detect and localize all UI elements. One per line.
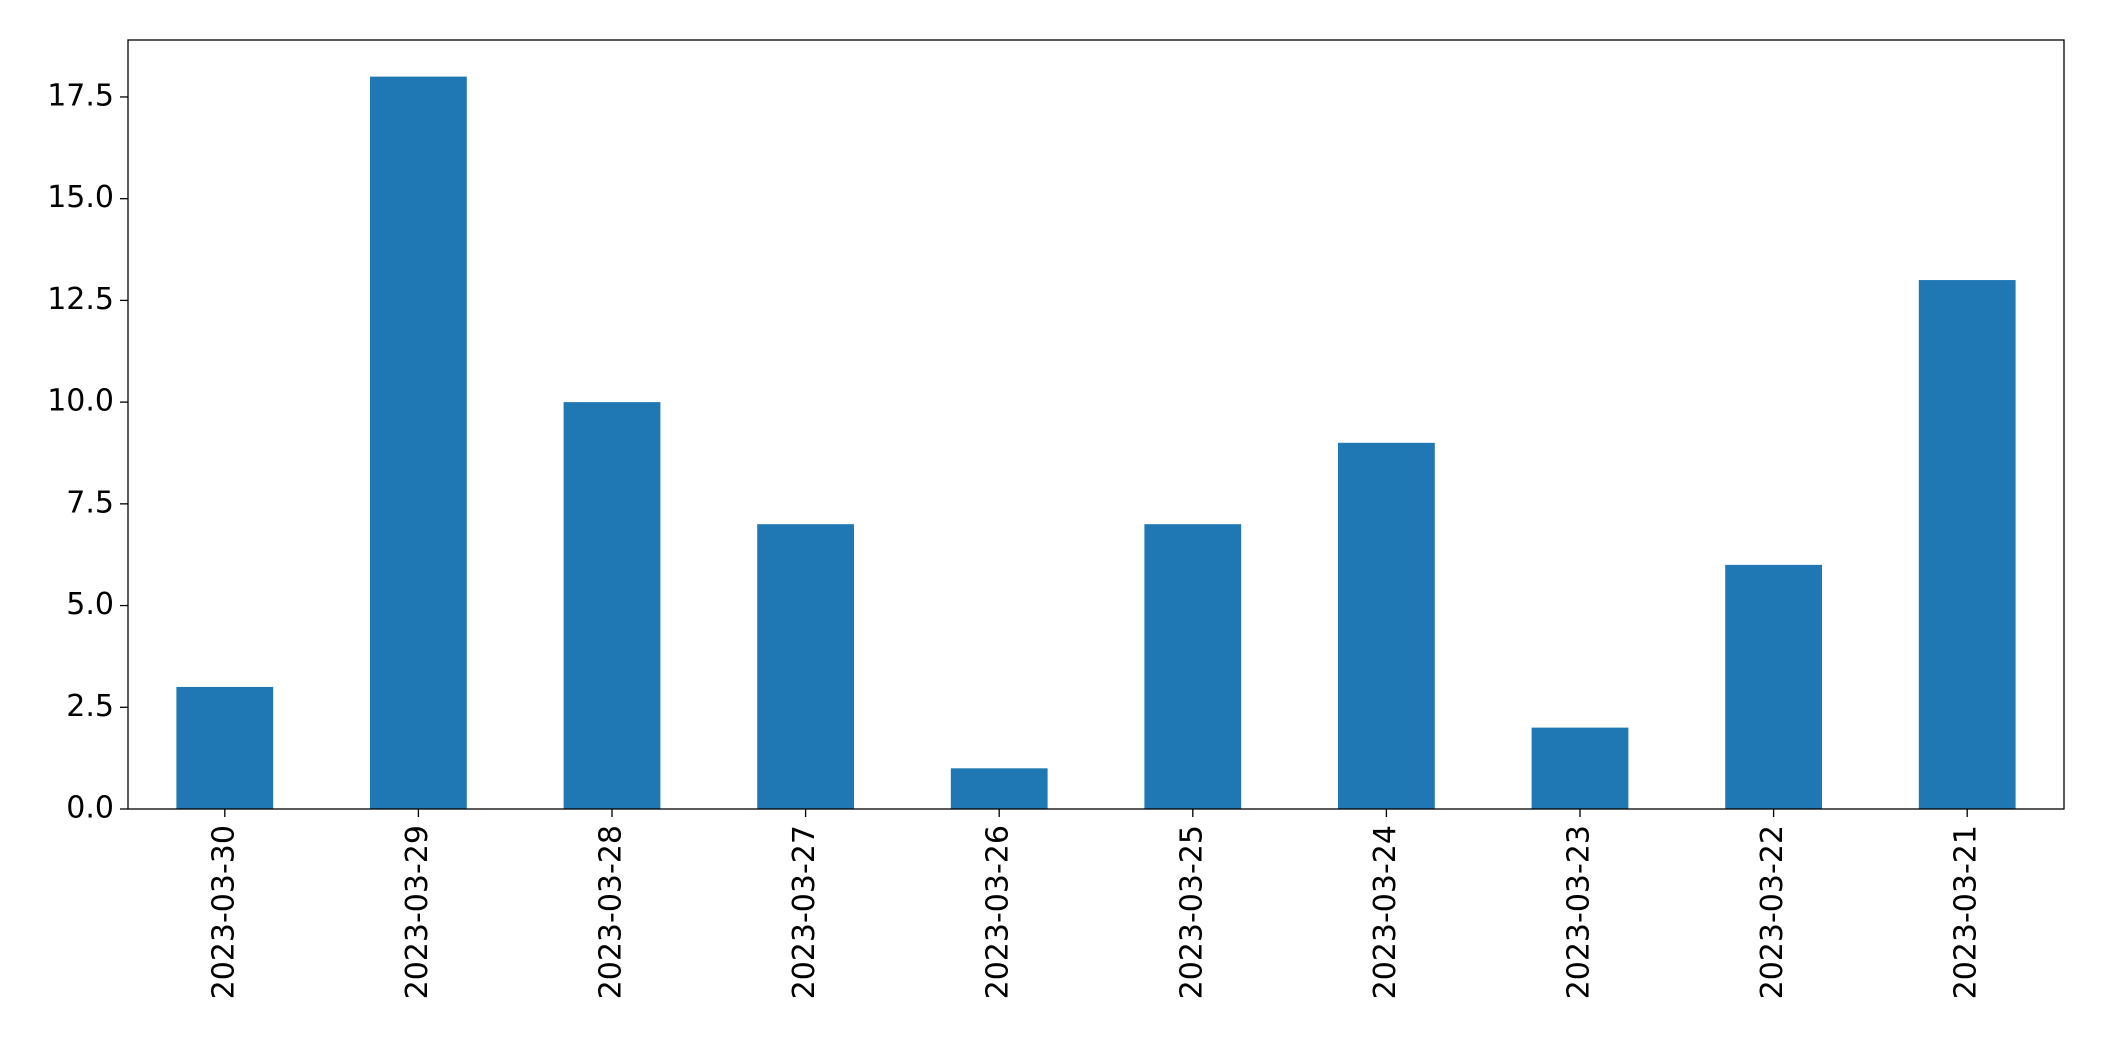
x-tick-label: 2023-03-29 xyxy=(400,825,435,999)
bar xyxy=(1531,727,1629,809)
x-tick-label: 2023-03-25 xyxy=(1174,825,1209,999)
x-tick-label: 2023-03-23 xyxy=(1562,825,1597,999)
x-tick-label: 2023-03-22 xyxy=(1755,825,1790,999)
bar xyxy=(370,76,467,810)
bar xyxy=(757,524,854,809)
bar xyxy=(176,686,274,809)
y-tick-label: 12.5 xyxy=(47,282,114,317)
bar xyxy=(563,402,661,809)
y-tick-label: 7.5 xyxy=(66,485,114,520)
y-tick-label: 0.0 xyxy=(66,791,114,826)
y-tick-label: 10.0 xyxy=(47,384,114,419)
x-tick-label: 2023-03-28 xyxy=(594,825,629,999)
bar xyxy=(1918,280,2016,809)
x-tick-label: 2023-03-27 xyxy=(787,825,822,999)
bar xyxy=(1338,442,1435,809)
x-tick-label: 2023-03-24 xyxy=(1368,825,1403,999)
x-tick-label: 2023-03-26 xyxy=(981,825,1016,999)
bar xyxy=(1144,524,1242,809)
x-tick-label: 2023-03-30 xyxy=(206,825,241,999)
bar xyxy=(950,768,1048,809)
y-tick-label: 5.0 xyxy=(66,587,114,622)
y-tick-label: 15.0 xyxy=(47,180,114,215)
plot-frame xyxy=(127,39,2065,810)
x-tick-label: 2023-03-21 xyxy=(1949,825,1984,999)
bar xyxy=(1725,564,1822,809)
y-tick-label: 17.5 xyxy=(47,78,114,113)
y-tick-label: 2.5 xyxy=(66,689,114,724)
